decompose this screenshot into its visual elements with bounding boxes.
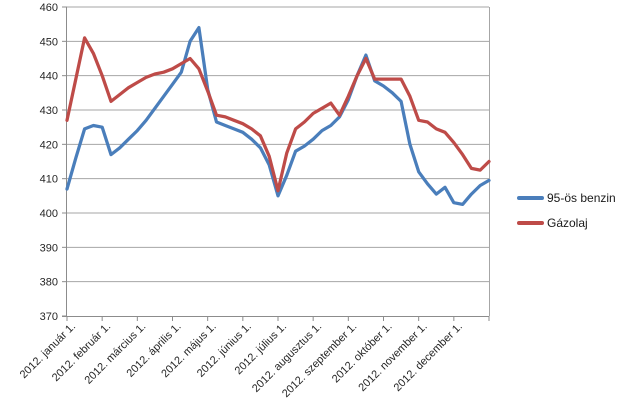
legend-item-benzin: 95-ös benzin xyxy=(517,189,616,206)
y-axis-label: 380 xyxy=(40,277,58,289)
y-axis-label: 440 xyxy=(40,71,58,83)
y-axis-label: 370 xyxy=(40,311,58,323)
y-axis-label: 430 xyxy=(40,105,58,117)
legend-label-gazolaj: Gázolaj xyxy=(547,215,588,230)
y-axis-label: 460 xyxy=(40,2,58,14)
y-axis-label: 390 xyxy=(40,242,58,254)
series-line-gazolaj xyxy=(65,36,491,193)
x-axis-label: 2012. december 1. xyxy=(392,321,465,394)
y-axis-label: 450 xyxy=(40,36,58,48)
gazolaj-line-swatch xyxy=(517,220,544,225)
legend-label-benzin: 95-ös benzin xyxy=(547,190,616,205)
legend: 95-ös benzin Gázolaj xyxy=(517,189,616,239)
benzin-line-swatch xyxy=(517,195,544,200)
legend-item-gazolaj: Gázolaj xyxy=(517,214,616,231)
x-axis-label: 2012. október 1. xyxy=(330,321,395,386)
x-axis-label: 2012. március 1. xyxy=(82,321,148,387)
y-axis-label: 410 xyxy=(40,174,58,186)
series-line-95-os-benzin xyxy=(65,25,491,207)
y-axis-label: 420 xyxy=(40,139,58,151)
y-axis-label: 400 xyxy=(40,208,58,220)
